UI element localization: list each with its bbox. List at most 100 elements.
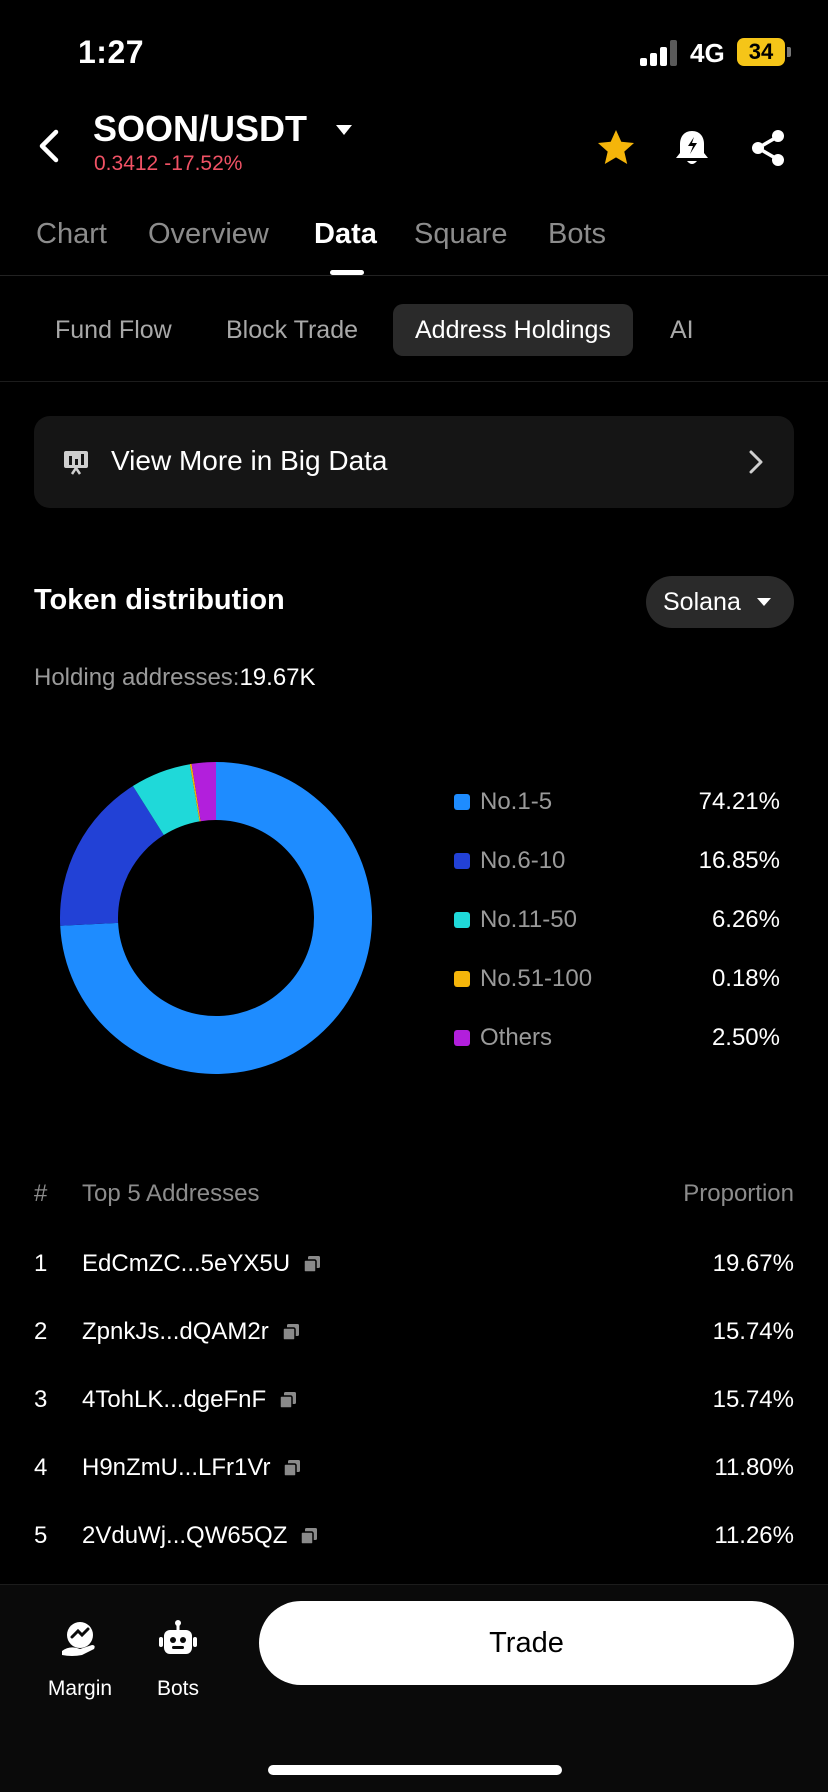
row-proportion: 11.26%: [714, 1522, 794, 1549]
row-rank: 2: [34, 1318, 48, 1345]
caret-down-icon: [757, 598, 771, 606]
address-text: EdCmZC...5eYX5U: [82, 1250, 291, 1277]
rank-header: #: [34, 1180, 48, 1207]
subtab-ai[interactable]: AI: [670, 316, 694, 344]
robot-icon: [159, 1620, 197, 1654]
tab-chart[interactable]: Chart: [36, 218, 107, 250]
copy-icon[interactable]: [281, 1322, 301, 1342]
table-header: # Top 5 Addresses Proportion: [34, 1180, 794, 1214]
table-row: 4 H9nZmU...LFr1Vr 11.80%: [34, 1452, 794, 1486]
last-price: 0.3412: [94, 152, 159, 175]
row-rank: 4: [34, 1454, 48, 1481]
sub-tabs: Fund Flow Block Trade Address Holdings A…: [0, 276, 828, 382]
chain-select[interactable]: Solana: [646, 576, 794, 628]
main-tabs: Chart Overview Data Square Bots: [0, 210, 828, 276]
table-row: 3 4TohLK...dgeFnF 15.74%: [34, 1384, 794, 1418]
token-distribution-donut: [60, 762, 372, 1074]
row-address: 2VduWj...QW65QZ: [82, 1522, 319, 1550]
header: SOON/USDT 0.3412 -17.52%: [0, 100, 828, 190]
battery-icon: 34: [737, 38, 785, 66]
bots-label: Bots: [156, 1677, 200, 1700]
donut-slice-others: [191, 762, 216, 822]
copy-icon[interactable]: [302, 1254, 322, 1274]
copy-icon[interactable]: [299, 1526, 319, 1546]
legend-value: 74.21%: [698, 788, 780, 815]
legend-item: No.6-10 16.85%: [454, 845, 780, 877]
margin-label: Margin: [47, 1677, 113, 1700]
chain-label: Solana: [663, 588, 741, 616]
back-icon[interactable]: [30, 124, 70, 168]
row-proportion: 15.74%: [712, 1386, 794, 1413]
proportion-header: Proportion: [683, 1180, 794, 1207]
copy-icon[interactable]: [282, 1458, 302, 1478]
legend-value: 16.85%: [698, 847, 780, 874]
address-text: ZpnkJs...dQAM2r: [82, 1318, 269, 1345]
tab-bots[interactable]: Bots: [548, 218, 607, 250]
donut-slice-no-1-5: [60, 762, 372, 1074]
address-text: H9nZmU...LFr1Vr: [82, 1454, 271, 1481]
donut-slice-no-11-50: [132, 764, 200, 836]
margin-button[interactable]: Margin: [32, 1603, 128, 1713]
legend-swatch: [454, 853, 470, 869]
margin-icon: [62, 1622, 95, 1656]
bell-icon[interactable]: [670, 126, 714, 170]
row-address: EdCmZC...5eYX5U: [82, 1250, 322, 1278]
copy-icon[interactable]: [278, 1390, 298, 1410]
legend-item: No.51-100 0.18%: [454, 963, 780, 995]
data-board-icon: [64, 451, 88, 475]
row-proportion: 11.80%: [714, 1454, 794, 1481]
status-time: 1:27: [78, 34, 145, 70]
big-data-label: View More in Big Data: [111, 445, 388, 476]
legend-swatch: [454, 1030, 470, 1046]
signal-icon: [640, 40, 680, 66]
legend-item: No.1-5 74.21%: [454, 786, 780, 818]
bottom-action-bar: Margin Bots Trade: [0, 1584, 828, 1792]
address-header: Top 5 Addresses: [82, 1180, 260, 1207]
row-rank: 3: [34, 1386, 48, 1413]
row-rank: 5: [34, 1522, 48, 1549]
token-distribution-title: Token distribution: [34, 584, 285, 616]
active-tab-indicator: [330, 270, 364, 275]
row-proportion: 19.67%: [712, 1250, 794, 1277]
table-row: 5 2VduWj...QW65QZ 11.26%: [34, 1520, 794, 1554]
tab-data[interactable]: Data: [314, 218, 377, 250]
legend-value: 2.50%: [711, 1024, 780, 1051]
battery-tip: [787, 47, 791, 57]
subtab-fund-flow[interactable]: Fund Flow: [55, 316, 172, 344]
legend-swatch: [454, 971, 470, 987]
legend-label: No.11-50: [480, 906, 577, 933]
holding-label: Holding addresses:: [34, 664, 240, 691]
row-proportion: 15.74%: [712, 1318, 794, 1345]
subtab-block-trade[interactable]: Block Trade: [226, 316, 359, 344]
row-rank: 1: [34, 1250, 48, 1277]
chevron-right-icon: [749, 450, 763, 474]
star-icon[interactable]: [594, 126, 638, 170]
subtab-address-holdings[interactable]: Address Holdings: [393, 304, 633, 356]
table-row: 2 ZpnkJs...dQAM2r 15.74%: [34, 1316, 794, 1350]
row-address: H9nZmU...LFr1Vr: [82, 1454, 302, 1482]
legend-label: No.6-10: [480, 847, 566, 874]
tab-overview[interactable]: Overview: [148, 218, 269, 250]
tab-square[interactable]: Square: [414, 218, 508, 250]
bots-button[interactable]: Bots: [130, 1603, 226, 1713]
view-big-data-button[interactable]: View More in Big Data: [34, 416, 794, 508]
legend-label: Others: [480, 1024, 553, 1051]
row-address: 4TohLK...dgeFnF: [82, 1386, 298, 1414]
legend-value: 0.18%: [711, 965, 780, 992]
row-address: ZpnkJs...dQAM2r: [82, 1318, 301, 1346]
legend-value: 6.26%: [711, 906, 780, 933]
legend-label: No.1-5: [480, 788, 553, 815]
legend-item: Others 2.50%: [454, 1022, 780, 1054]
holding-addresses: Holding addresses:19.67K: [34, 664, 316, 692]
pair-title[interactable]: SOON/USDT: [93, 108, 308, 149]
donut-slice-no-6-10: [60, 785, 164, 926]
trade-button[interactable]: Trade: [259, 1601, 794, 1685]
legend-item: No.11-50 6.26%: [454, 904, 780, 936]
status-bar: 1:27 4G 34: [0, 0, 828, 100]
caret-down-icon[interactable]: [330, 118, 358, 142]
home-indicator: [268, 1765, 562, 1775]
address-text: 2VduWj...QW65QZ: [82, 1522, 288, 1549]
share-icon[interactable]: [746, 126, 790, 170]
price-line: 0.3412 -17.52%: [94, 152, 242, 176]
donut-slice-no-51-100: [189, 763, 201, 822]
